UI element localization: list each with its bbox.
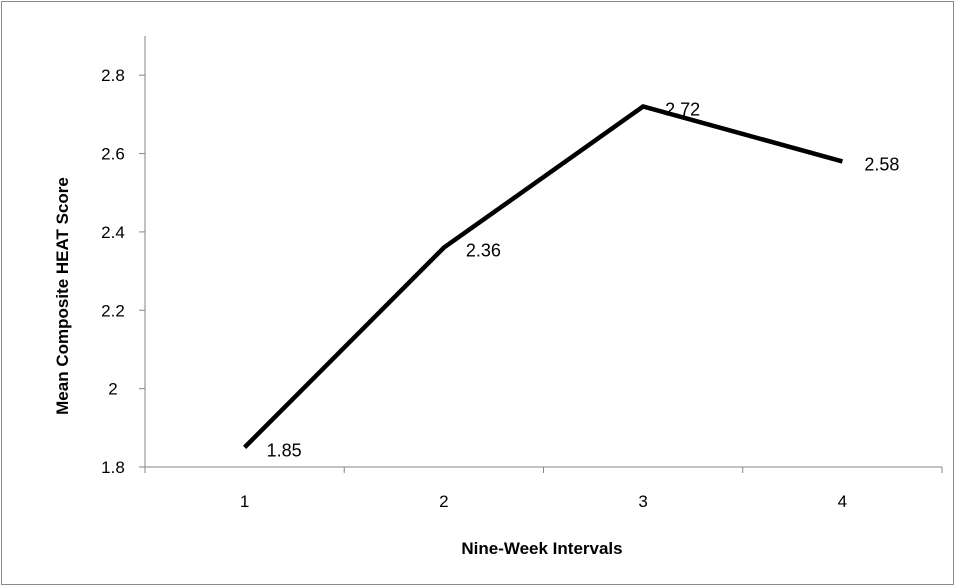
x-tick-label: 1 [240, 492, 249, 511]
chart-axes [144, 36, 942, 468]
x-tick-label: 4 [838, 492, 847, 511]
y-tick-label: 2.4 [101, 223, 125, 242]
tick-marks [139, 74, 943, 473]
series-line [243, 104, 843, 449]
data-label: 1.85 [267, 440, 302, 460]
y-tick-label: 2 [108, 380, 117, 399]
x-tick-label: 3 [638, 492, 647, 511]
series [243, 104, 843, 449]
data-labels: 1.85 2.36 2.72 2.58 [267, 100, 900, 461]
y-tick-label: 2.2 [101, 301, 125, 320]
data-label: 2.72 [665, 100, 700, 120]
y-tick-label: 1.8 [101, 458, 125, 477]
tick-labels: 1.8 2 2.2 2.4 2.6 2.8 1 2 3 4 [101, 66, 847, 511]
data-label: 2.58 [864, 154, 899, 174]
data-label: 2.36 [466, 241, 501, 261]
y-axis-title: Mean Composite HEAT Score [53, 177, 72, 415]
y-tick-label: 2.8 [101, 66, 125, 85]
y-tick-label: 2.6 [101, 145, 125, 164]
x-axis-title: Nine-Week Intervals [461, 539, 622, 558]
x-tick-label: 2 [439, 492, 448, 511]
